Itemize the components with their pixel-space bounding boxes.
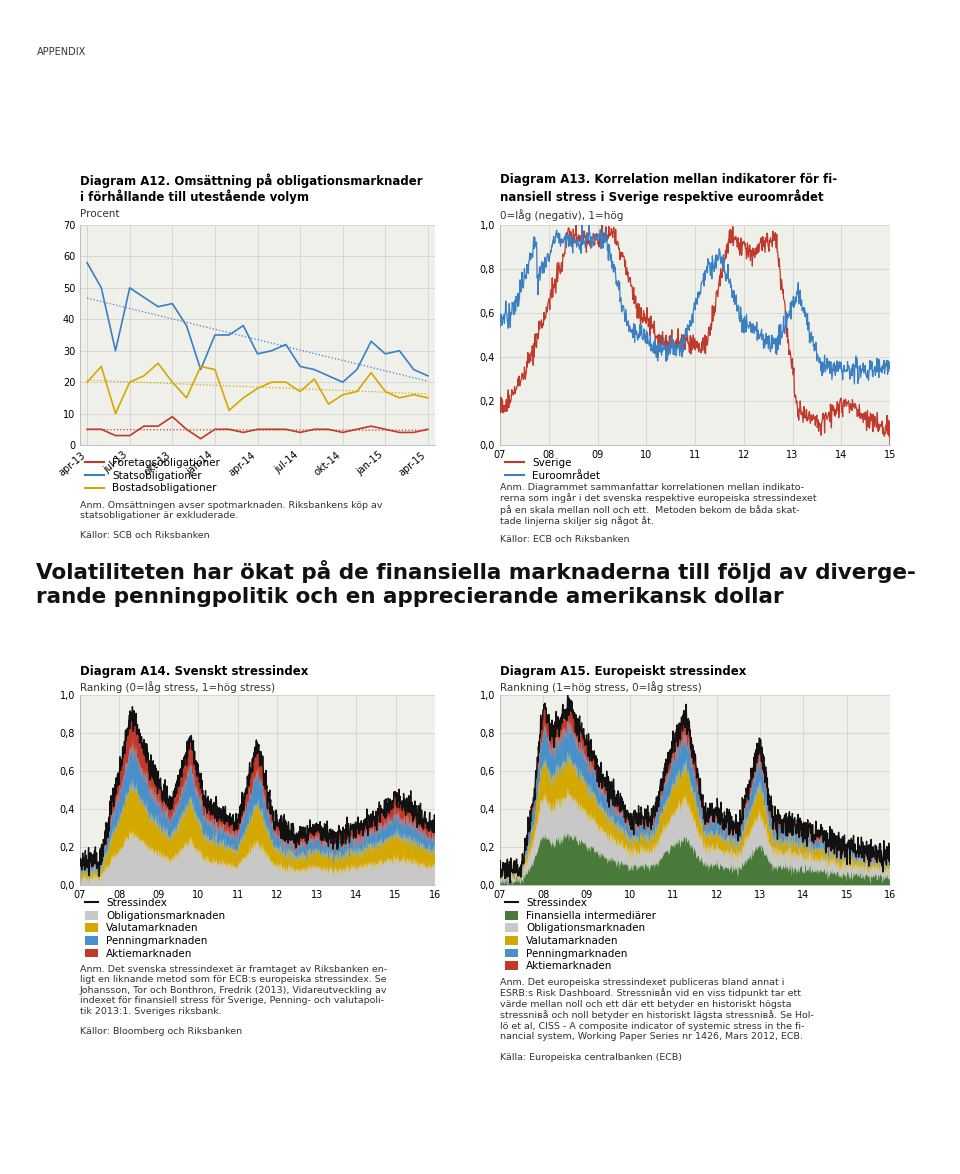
Text: Källor: Bloomberg och Riksbanken: Källor: Bloomberg och Riksbanken <box>80 1027 242 1035</box>
Legend: Sverige, Euroområdet: Sverige, Euroområdet <box>505 458 600 481</box>
Legend: Stressindex, Finansiella intermediärer, Obligationsmarknaden, Valutamarknaden, P: Stressindex, Finansiella intermediärer, … <box>505 898 656 971</box>
Text: Diagram A15. Europeiskt stressindex: Diagram A15. Europeiskt stressindex <box>500 664 746 679</box>
Text: Diagram A12. Omsättning på obligationsmarknader: Diagram A12. Omsättning på obligationsma… <box>80 173 422 188</box>
Text: Anm. Omsättningen avser spotmarknaden. Riksbankens köp av
statsobligationer är e: Anm. Omsättningen avser spotmarknaden. R… <box>80 501 382 520</box>
Text: 0=låg (negativ), 1=hög: 0=låg (negativ), 1=hög <box>500 209 623 221</box>
Text: Källor: ECB och Riksbanken: Källor: ECB och Riksbanken <box>500 535 630 544</box>
Text: nansiell stress i Sverige respektive euroområdet: nansiell stress i Sverige respektive eur… <box>500 189 824 203</box>
Text: Rankning (1=hög stress, 0=låg stress): Rankning (1=hög stress, 0=låg stress) <box>500 681 702 693</box>
Text: Anm. Diagrammet sammanfattar korrelationen mellan indikato-
rerna som ingår i de: Anm. Diagrammet sammanfattar korrelation… <box>500 483 817 526</box>
Text: Källa: Europeiska centralbanken (ECB): Källa: Europeiska centralbanken (ECB) <box>500 1053 682 1062</box>
Text: Anm. Det europeiska stressindexet publiceras bland annat i
ESRB:s Risk Dashboard: Anm. Det europeiska stressindexet public… <box>500 978 814 1041</box>
Text: Volatiliteten har ökat på de finansiella marknaderna till följd av diverge-
rand: Volatiliteten har ökat på de finansiella… <box>36 560 917 607</box>
Legend: Stressindex, Obligationsmarknaden, Valutamarknaden, Penningmarknaden, Aktiemarkn: Stressindex, Obligationsmarknaden, Valut… <box>85 898 226 959</box>
Text: Ranking (0=låg stress, 1=hög stress): Ranking (0=låg stress, 1=hög stress) <box>80 681 276 693</box>
Text: APPENDIX: APPENDIX <box>36 47 85 58</box>
Legend: Företagsobligationer, Statsobligationer, Bostadsobligationer: Företagsobligationer, Statsobligationer,… <box>85 458 220 493</box>
Text: Diagram A14. Svenskt stressindex: Diagram A14. Svenskt stressindex <box>80 664 308 679</box>
Text: i förhållande till utestående volym: i förhållande till utestående volym <box>80 189 309 203</box>
Text: Procent: Procent <box>80 209 119 220</box>
Text: Källor: SCB och Riksbanken: Källor: SCB och Riksbanken <box>80 531 209 540</box>
Text: Anm. Det svenska stressindexet är framtaget av Riksbanken en-
ligt en liknande m: Anm. Det svenska stressindexet är framta… <box>80 965 388 1016</box>
Text: Diagram A13. Korrelation mellan indikatorer för fi-: Diagram A13. Korrelation mellan indikato… <box>500 173 837 185</box>
